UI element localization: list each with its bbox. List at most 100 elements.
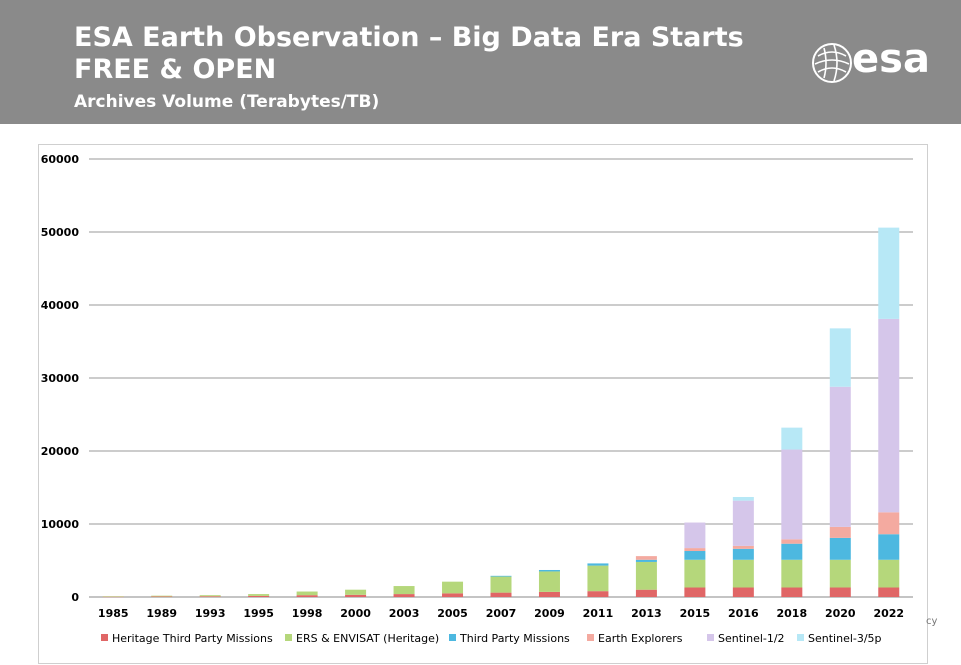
- bar-segment: [296, 595, 318, 597]
- legend-swatch: [285, 634, 292, 641]
- bar-segment: [781, 543, 803, 560]
- bar-segment: [393, 594, 415, 597]
- legend-swatch: [797, 634, 804, 641]
- bar-segment: [442, 593, 464, 597]
- x-tick-label: 2020: [825, 607, 856, 620]
- x-tick-label: 2007: [486, 607, 517, 620]
- bar-segment: [732, 559, 754, 588]
- x-tick-label: 1989: [146, 607, 177, 620]
- x-tick-label: 2011: [583, 607, 614, 620]
- stacked-bar-chart: 0 10000 20000 30000 40000 50000 60000 1985 1989 1…: [41, 153, 913, 645]
- bar-segment: [538, 569, 560, 572]
- chart-frame: 0 10000 20000 30000 40000 50000 60000 1985 1989 1…: [38, 144, 928, 664]
- x-tick-label: 1995: [243, 607, 274, 620]
- bar-segment: [829, 386, 851, 527]
- y-tick-label: 0: [71, 591, 79, 604]
- bar-segment: [781, 559, 803, 588]
- bar-segment: [248, 594, 270, 596]
- bar-segment: [684, 522, 706, 549]
- y-tick-label: 30000: [41, 372, 80, 385]
- bar-segment: [635, 561, 657, 590]
- bar-segment: [732, 545, 754, 549]
- bar-segment: [587, 563, 609, 566]
- bar-segment: [538, 571, 560, 592]
- bar-segment: [829, 537, 851, 560]
- bar-segment: [732, 496, 754, 501]
- x-tick-label: 2015: [680, 607, 711, 620]
- bar-segment: [538, 591, 560, 597]
- corner-text: cy: [926, 616, 938, 627]
- y-tick-label: 20000: [41, 445, 80, 458]
- x-tick-label: 1998: [292, 607, 323, 620]
- bar-segment: [345, 594, 367, 597]
- bar-segment: [684, 548, 706, 552]
- x-tick-label: 2003: [389, 607, 420, 620]
- bar-segment: [732, 587, 754, 597]
- bar-segment: [151, 596, 173, 597]
- legend-swatch: [587, 634, 594, 641]
- bar-segment: [199, 596, 221, 597]
- bar-segment: [587, 591, 609, 597]
- bar-segment: [878, 587, 900, 597]
- bar-segment: [490, 575, 512, 577]
- bar-segment: [102, 596, 124, 597]
- bar-segment: [732, 548, 754, 560]
- bar-segment: [490, 592, 512, 597]
- bar-segment: [248, 595, 270, 597]
- title-line-1: ESA Earth Observation – Big Data Era Sta…: [74, 22, 744, 53]
- title-line-2: FREE & OPEN: [74, 54, 277, 85]
- x-tick-label: 1993: [195, 607, 226, 620]
- bar-segment: [442, 581, 464, 594]
- bar-segment: [878, 227, 900, 319]
- legend-swatch: [449, 634, 456, 641]
- bar-segment: [393, 586, 415, 595]
- x-tick-label: 2022: [873, 607, 904, 620]
- x-tick-label: 2000: [340, 607, 371, 620]
- bar-segment: [878, 318, 900, 513]
- bar-segment: [199, 595, 221, 597]
- legend-label: Sentinel-1/2: [718, 632, 785, 645]
- slide-header: ESA Earth Observation – Big Data Era Sta…: [0, 0, 961, 124]
- bar-segment: [345, 589, 367, 595]
- bar-segment: [829, 587, 851, 597]
- y-tick-label: 50000: [41, 226, 80, 239]
- bar-segment: [878, 559, 900, 588]
- bar-segment: [732, 500, 754, 546]
- bar-segment: [781, 449, 803, 540]
- legend-label: ERS & ENVISAT (Heritage): [296, 632, 439, 645]
- esa-globe-icon: [812, 43, 852, 83]
- x-tick-label: 2018: [777, 607, 808, 620]
- bar-segment: [635, 589, 657, 597]
- bar-segment: [684, 551, 706, 560]
- legend-label: Heritage Third Party Missions: [112, 632, 273, 645]
- bar-segment: [587, 565, 609, 592]
- slide-subtitle: Archives Volume (Terabytes/TB): [74, 92, 380, 112]
- bar-segment: [829, 526, 851, 538]
- x-tick-label: 2016: [728, 607, 759, 620]
- esa-logo-text: esa: [852, 36, 930, 82]
- bar-segment: [490, 576, 512, 593]
- bar-segment: [878, 512, 900, 535]
- bar-segment: [684, 559, 706, 588]
- y-tick-label: 60000: [41, 153, 80, 166]
- bar-segment: [781, 427, 803, 450]
- legend-label: Third Party Missions: [459, 632, 570, 645]
- legend-label: Earth Explorers: [598, 632, 683, 645]
- x-tick-label: 2009: [534, 607, 565, 620]
- bar-segment: [635, 556, 657, 560]
- y-tick-label: 40000: [41, 299, 80, 312]
- legend-label: Sentinel-3/5p: [808, 632, 882, 645]
- bar-segment: [829, 328, 851, 387]
- esa-logo: esa: [810, 36, 940, 88]
- y-tick-label: 10000: [41, 518, 80, 531]
- bar-segment: [781, 539, 803, 544]
- bar-segment: [296, 591, 318, 596]
- bar-segment: [781, 587, 803, 597]
- bar-segment: [878, 534, 900, 560]
- legend-swatch: [707, 634, 714, 641]
- x-tick-label: 2013: [631, 607, 662, 620]
- legend-swatch: [101, 634, 108, 641]
- x-tick-label: 1985: [98, 607, 129, 620]
- bar-segment: [635, 559, 657, 562]
- slide-title: ESA Earth Observation – Big Data Era Sta…: [74, 22, 744, 86]
